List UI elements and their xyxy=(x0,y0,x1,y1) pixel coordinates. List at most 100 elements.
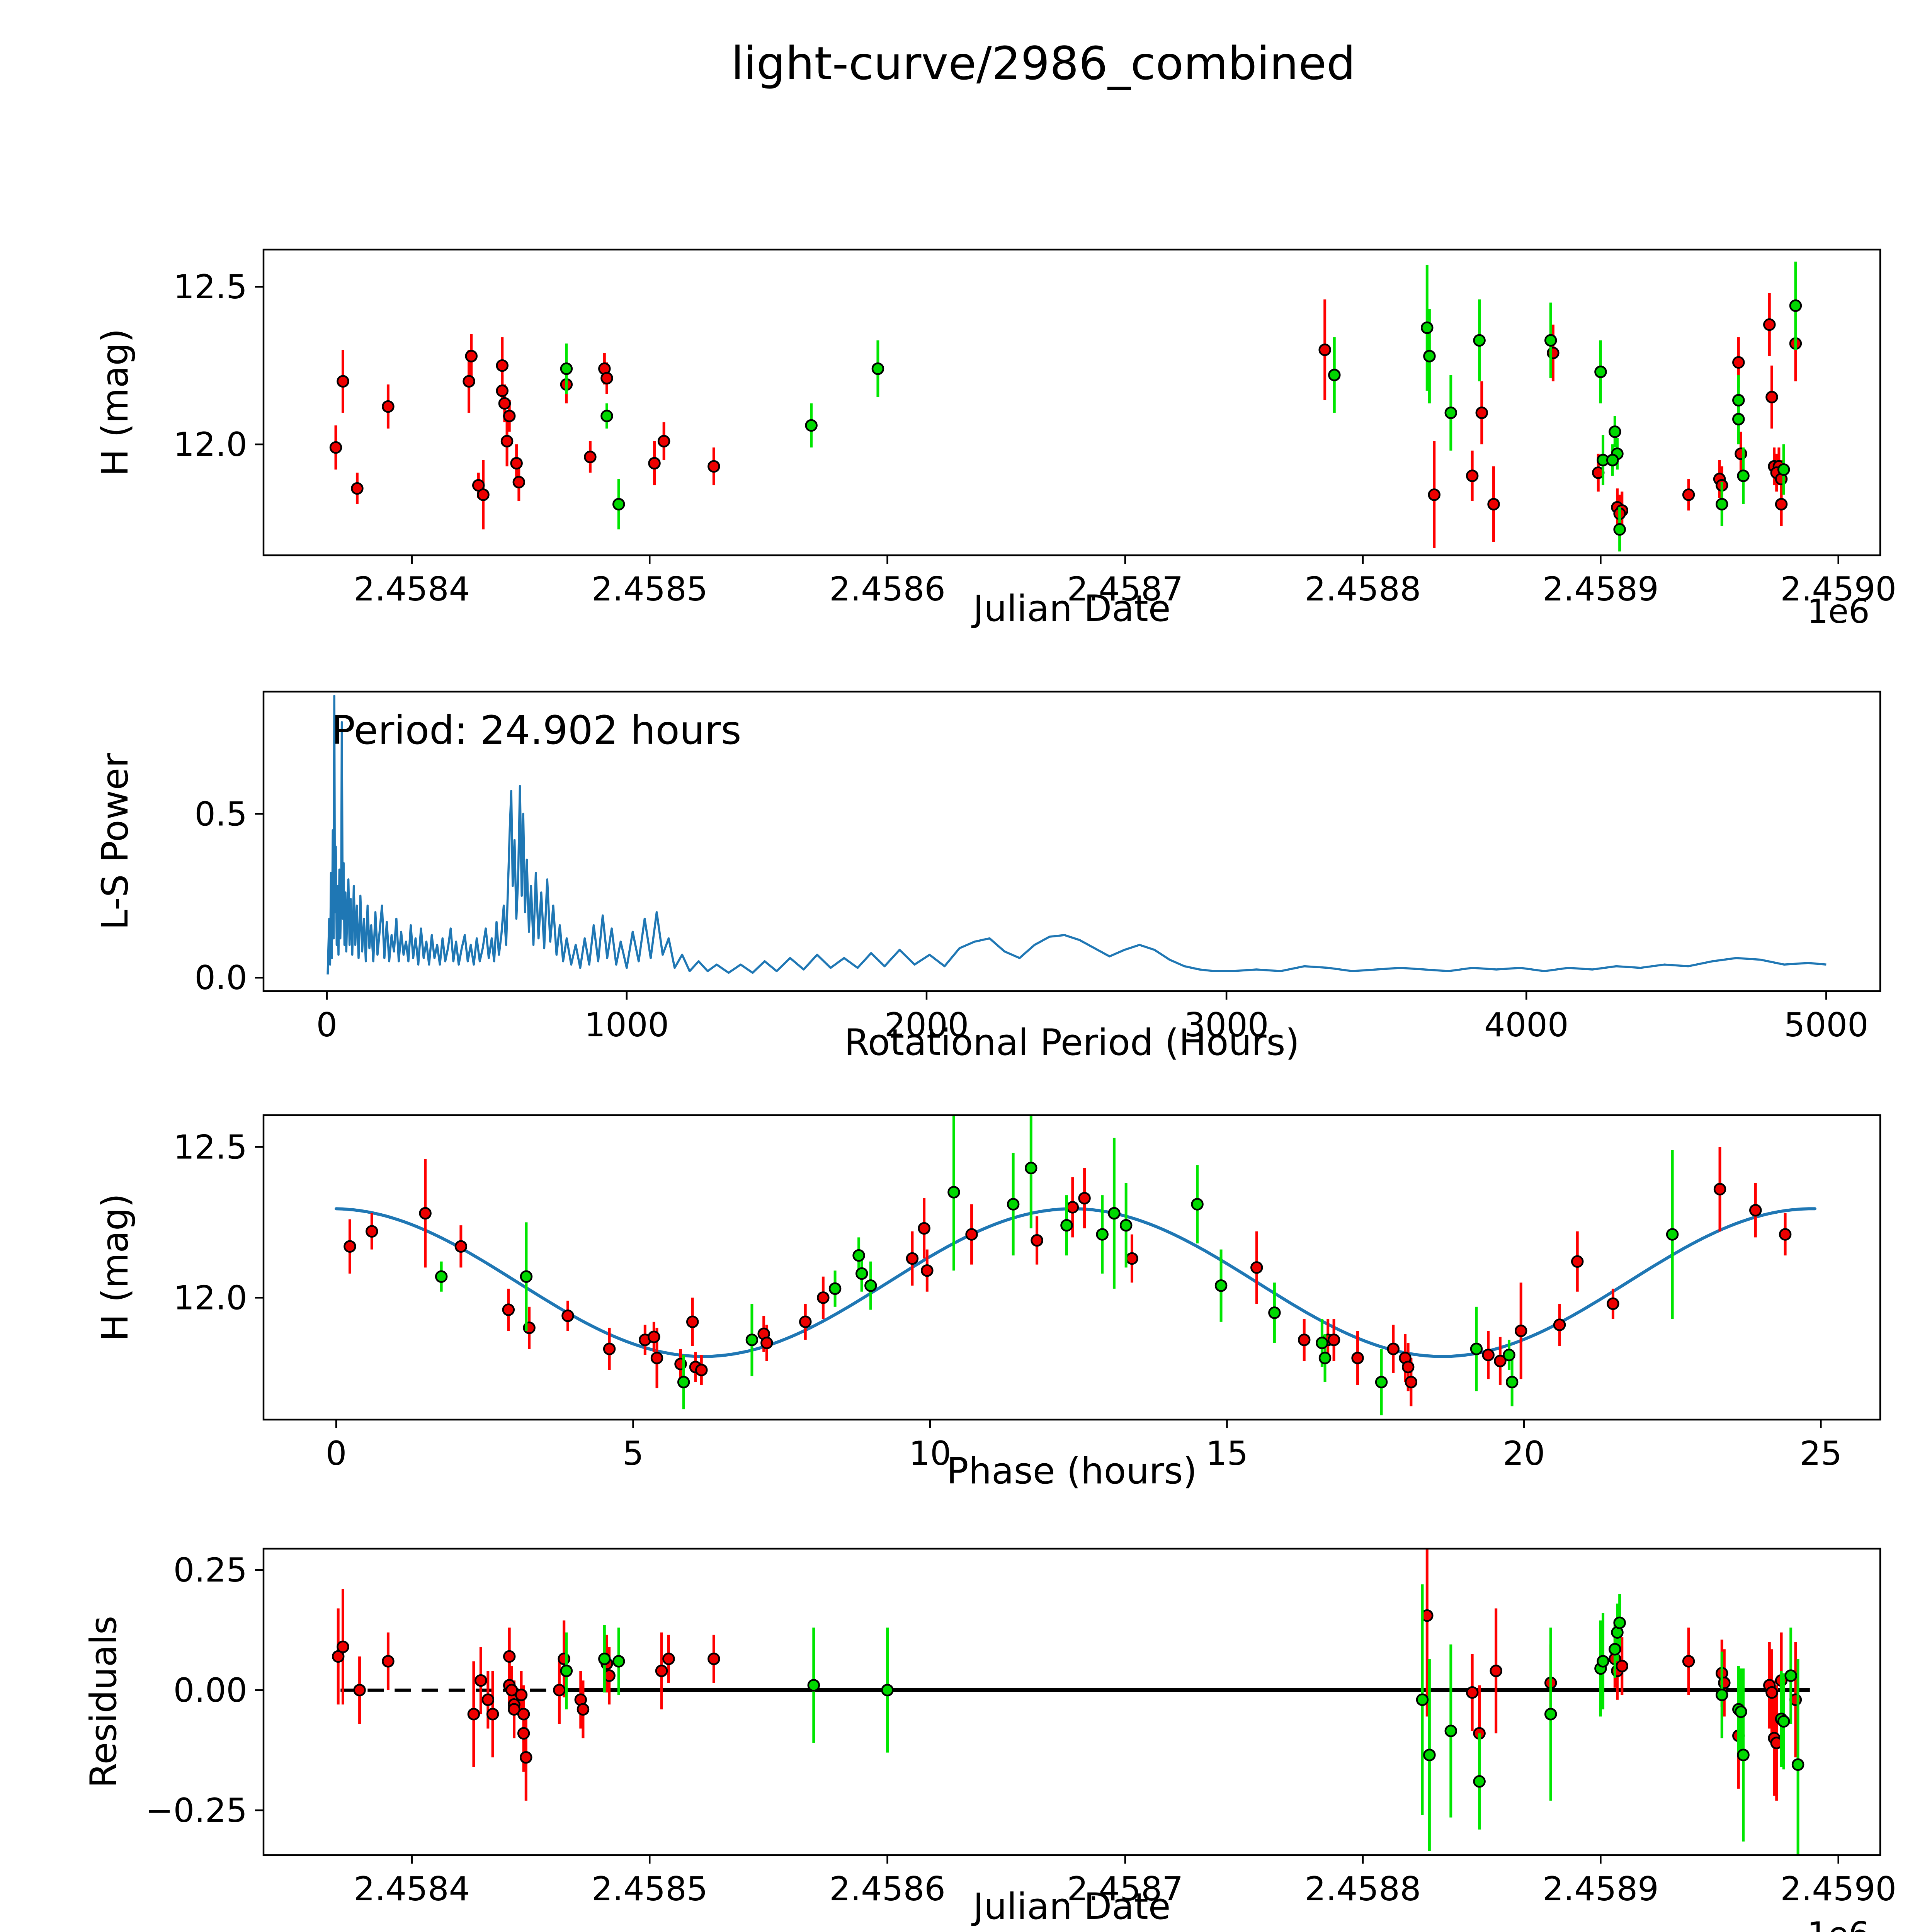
data-point xyxy=(1298,1333,1311,1346)
data-point xyxy=(1763,318,1776,331)
data-point xyxy=(1737,1748,1750,1762)
data-point xyxy=(1466,469,1479,482)
data-point xyxy=(329,441,342,454)
x-tick-label: 2.4588 xyxy=(1305,1870,1421,1908)
data-point xyxy=(1666,1228,1679,1241)
data-point xyxy=(474,1674,487,1687)
data-point xyxy=(1250,1261,1263,1274)
y-tick-label: 12.5 xyxy=(173,1128,247,1167)
data-point xyxy=(332,1650,345,1663)
y-tick-label: 0.5 xyxy=(194,795,247,833)
data-point xyxy=(1544,1708,1557,1721)
data-point xyxy=(577,1703,590,1716)
data-layer xyxy=(329,261,1802,552)
data-point xyxy=(1609,1643,1621,1656)
data-point xyxy=(1594,366,1607,378)
data-point xyxy=(1066,1201,1079,1214)
data-point xyxy=(1732,413,1745,425)
data-point xyxy=(612,498,625,511)
data-point xyxy=(1428,488,1440,501)
data-point xyxy=(382,400,395,413)
data-point xyxy=(505,1684,518,1697)
data-point xyxy=(1025,1162,1037,1175)
axes-frame xyxy=(262,1114,1881,1421)
data-point xyxy=(344,1240,356,1253)
y-tick-label: 12.0 xyxy=(173,1279,247,1317)
data-point xyxy=(598,1652,611,1665)
data-point xyxy=(1031,1234,1043,1247)
data-point xyxy=(1328,369,1341,381)
x-tick-label: 2.4589 xyxy=(1543,1870,1659,1908)
data-point xyxy=(1737,469,1750,482)
data-point xyxy=(1494,1355,1507,1367)
x-tick-label: 2.4585 xyxy=(592,570,708,609)
data-point xyxy=(1784,1669,1797,1682)
data-point xyxy=(871,362,884,375)
data-point xyxy=(1470,1342,1483,1355)
data-point xyxy=(337,375,349,388)
data-point xyxy=(561,1309,574,1322)
data-point xyxy=(965,1228,978,1241)
data-point xyxy=(1715,1689,1728,1701)
y-axis-label: L-S Power xyxy=(94,753,136,930)
data-point xyxy=(864,1279,877,1292)
axis-offset-label: 1e6 xyxy=(1807,592,1870,631)
panel-julian-lightcurve: 2.4584 2.4585 2.4586 2.4587 2.4588 2.4589 2.45… xyxy=(94,248,1896,631)
data-point xyxy=(1682,488,1695,501)
data-point xyxy=(881,1684,894,1697)
data-point xyxy=(477,488,490,501)
x-tick-label: 4000 xyxy=(1484,1006,1569,1044)
data-point xyxy=(1571,1255,1584,1268)
data-point xyxy=(1735,1705,1747,1718)
x-tick-label: 10 xyxy=(909,1434,951,1473)
data-point xyxy=(337,1640,349,1653)
data-point xyxy=(454,1240,468,1253)
x-tick-label: 1000 xyxy=(584,1006,669,1044)
data-point xyxy=(1544,334,1557,347)
x-tick-label: 2.4589 xyxy=(1543,570,1659,609)
data-point xyxy=(1505,1376,1519,1389)
data-point xyxy=(1606,454,1619,466)
data-point xyxy=(1503,1349,1515,1361)
data-point xyxy=(1351,1352,1364,1364)
y-tick-label: 0.25 xyxy=(173,1551,247,1590)
x-axis-label: Julian Date xyxy=(971,1886,1170,1928)
figure-title: light-curve/2986_combined xyxy=(731,37,1355,90)
y-tick-label: 12.0 xyxy=(173,425,247,464)
data-point xyxy=(463,375,475,388)
data-point xyxy=(1078,1192,1091,1205)
data-point xyxy=(600,410,613,422)
data-point xyxy=(503,1650,516,1663)
data-point xyxy=(828,1282,842,1295)
data-point xyxy=(1423,350,1436,362)
data-point xyxy=(1718,1677,1731,1689)
x-tick-label: 2.4588 xyxy=(1305,570,1421,609)
data-point xyxy=(695,1364,708,1376)
data-point xyxy=(560,1664,573,1677)
data-point xyxy=(655,1664,668,1677)
data-point xyxy=(1473,334,1486,347)
x-tick-label: 2.4584 xyxy=(354,570,470,609)
data-point xyxy=(496,384,509,397)
data-point xyxy=(1060,1219,1073,1232)
data-point xyxy=(677,1376,690,1389)
data-point xyxy=(366,1225,378,1238)
axes-frame xyxy=(262,690,1881,992)
x-tick-label: 0 xyxy=(316,1006,337,1044)
y-tick-label: 0.0 xyxy=(194,959,247,997)
data-point xyxy=(517,1727,530,1740)
x-tick-label: 2.4590 xyxy=(1780,570,1896,609)
data-point xyxy=(520,1270,533,1283)
data-point xyxy=(353,1684,366,1697)
data-point xyxy=(520,1751,532,1764)
x-tick-label: 2000 xyxy=(884,1006,969,1044)
data-point xyxy=(512,476,526,489)
data-point xyxy=(1616,1660,1629,1673)
x-axis-label: Julian Date xyxy=(971,588,1170,630)
y-tick-label: −0.25 xyxy=(145,1791,247,1830)
data-point xyxy=(807,1679,820,1692)
data-point xyxy=(558,1652,570,1665)
data-point xyxy=(918,1222,930,1235)
data-point xyxy=(1777,1715,1790,1728)
data-point xyxy=(517,1708,530,1721)
